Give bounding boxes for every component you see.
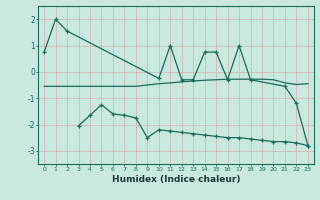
- X-axis label: Humidex (Indice chaleur): Humidex (Indice chaleur): [112, 175, 240, 184]
